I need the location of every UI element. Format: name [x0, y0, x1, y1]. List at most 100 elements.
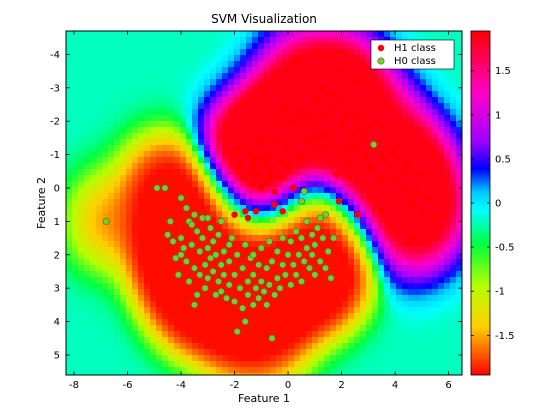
heatmap-cell — [384, 133, 391, 140]
heatmap-cell — [120, 367, 127, 374]
heatmap-cell — [342, 91, 349, 98]
heatmap-cell — [420, 127, 427, 134]
heatmap-cell — [372, 349, 379, 356]
heatmap-cell — [132, 247, 139, 254]
heatmap-cell — [102, 229, 109, 236]
heatmap-cell — [84, 283, 91, 290]
heatmap-cell — [330, 223, 337, 230]
heatmap-cell — [282, 127, 289, 134]
heatmap-cell — [318, 169, 325, 176]
heatmap-cell — [318, 319, 325, 326]
heatmap-cell — [180, 223, 187, 230]
heatmap-cell — [186, 325, 193, 332]
heatmap-cell — [108, 373, 115, 375]
heatmap-cell — [84, 349, 91, 356]
heatmap-cell — [234, 109, 241, 116]
heatmap-cell — [390, 187, 397, 194]
heatmap-cell — [426, 133, 433, 140]
heatmap-cell — [84, 247, 91, 254]
heatmap-cell — [138, 133, 145, 140]
heatmap-cell — [240, 121, 247, 128]
heatmap-cell — [90, 241, 97, 248]
heatmap-cell — [240, 139, 247, 146]
heatmap-cell — [456, 283, 462, 290]
heatmap-cell — [234, 217, 241, 224]
heatmap-cell — [132, 151, 139, 158]
heatmap-cell — [180, 295, 187, 302]
heatmap-cell — [222, 307, 229, 314]
heatmap-cell — [366, 253, 373, 260]
heatmap-cell — [258, 235, 265, 242]
heatmap-cell — [84, 277, 91, 284]
heatmap-cell — [450, 253, 457, 260]
heatmap-cell — [114, 103, 121, 110]
heatmap-cell — [270, 331, 277, 338]
heatmap-cell — [108, 43, 115, 50]
heatmap-cell — [168, 175, 175, 182]
heatmap-cell — [294, 181, 301, 188]
heatmap-cell — [456, 361, 462, 368]
heatmap-cell — [132, 331, 139, 338]
heatmap-cell — [432, 355, 439, 362]
heatmap-cell — [258, 79, 265, 86]
heatmap-cell — [66, 79, 73, 86]
heatmap-cell — [366, 367, 373, 374]
h0-point — [185, 277, 193, 285]
heatmap-cell — [420, 259, 427, 266]
heatmap-cell — [228, 319, 235, 326]
heatmap-cell — [96, 277, 103, 284]
heatmap-cell — [288, 301, 295, 308]
heatmap-cell — [66, 223, 73, 230]
heatmap-cell — [156, 235, 163, 242]
heatmap-cell — [402, 235, 409, 242]
heatmap-cell — [222, 241, 229, 248]
heatmap-cell — [156, 115, 163, 122]
heatmap-cell — [396, 175, 403, 182]
heatmap-cell — [390, 301, 397, 308]
heatmap-cell — [372, 319, 379, 326]
heatmap-cell — [186, 109, 193, 116]
heatmap-cell — [120, 67, 127, 74]
h0-point — [239, 264, 247, 272]
heatmap-cell — [330, 97, 337, 104]
heatmap-cell — [264, 295, 271, 302]
heatmap-cell — [222, 115, 229, 122]
heatmap-cell — [324, 163, 331, 170]
heatmap-cell — [216, 61, 223, 68]
heatmap-cell — [90, 91, 97, 98]
heatmap-cell — [426, 259, 433, 266]
heatmap-cell — [426, 151, 433, 158]
heatmap-cell — [426, 79, 433, 86]
heatmap-cell — [360, 145, 367, 152]
heatmap-cell — [240, 109, 247, 116]
heatmap-cell — [456, 217, 462, 224]
heatmap-cell — [150, 373, 157, 375]
heatmap-cell — [318, 295, 325, 302]
heatmap-cell — [180, 301, 187, 308]
heatmap-cell — [276, 313, 283, 320]
heatmap-cell — [324, 145, 331, 152]
heatmap-cell — [312, 115, 319, 122]
heatmap-cell — [300, 253, 307, 260]
heatmap-cell — [354, 313, 361, 320]
heatmap-cell — [102, 103, 109, 110]
heatmap-cell — [96, 235, 103, 242]
heatmap-cell — [342, 133, 349, 140]
heatmap-cell — [396, 115, 403, 122]
heatmap-cell — [360, 313, 367, 320]
heatmap-cell — [450, 343, 457, 350]
h0-point — [311, 241, 319, 249]
heatmap-cell — [126, 127, 133, 134]
heatmap-cell — [342, 67, 349, 74]
h1-point — [378, 151, 385, 158]
heatmap-cell — [168, 67, 175, 74]
heatmap-cell — [246, 91, 253, 98]
heatmap-cell — [306, 193, 313, 200]
heatmap-cell — [120, 229, 127, 236]
heatmap-cell — [282, 337, 289, 344]
heatmap-cell — [90, 163, 97, 170]
heatmap-cell — [162, 163, 169, 170]
heatmap-cell — [168, 139, 175, 146]
heatmap-cell — [414, 271, 421, 278]
heatmap-cell — [234, 193, 241, 200]
